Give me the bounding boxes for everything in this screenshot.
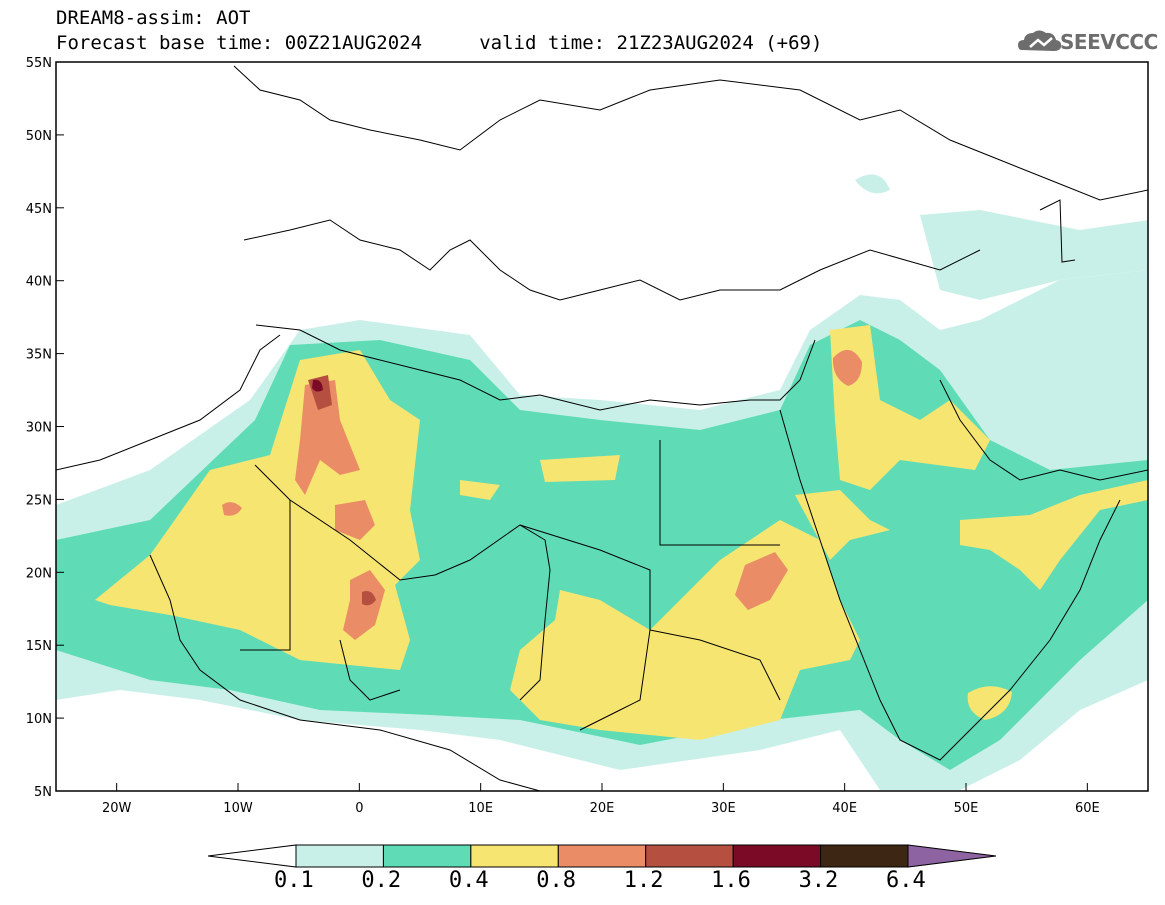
aot-contour-0.8 (735, 552, 788, 610)
map-title: DREAM8-assim: AOT (56, 7, 251, 29)
aot-contour-0.4 (795, 490, 890, 560)
lon-tick-label: 20E (590, 801, 615, 816)
aot-contour-0.4 (967, 686, 1012, 720)
colorbar-level-label: 0.8 (536, 868, 577, 893)
aot-contour-0.4 (830, 325, 990, 490)
cloud-logo-icon (1018, 30, 1062, 51)
colorbar-swatch (470, 844, 559, 868)
lon-tick-label: 0 (355, 801, 363, 816)
colorbar-level-label: 6.4 (886, 868, 926, 893)
colorbar-level-label: 0.2 (361, 868, 402, 893)
colorbar-level-label: 0.4 (448, 868, 489, 893)
aot-shading-layer (56, 62, 1148, 791)
lat-tick-label: 30N (26, 421, 52, 436)
colorbar-swatch (645, 844, 734, 868)
lon-tick-label: 10E (468, 801, 493, 816)
lat-tick-label: 20N (26, 566, 52, 581)
colorbar-level-label: 1.6 (711, 868, 751, 893)
aot-contour-0.4 (460, 480, 500, 500)
aot-contour-0.1 (920, 210, 1148, 300)
logo-text: SEEVCCC (1060, 30, 1158, 54)
aot-contour-0.8 (343, 570, 385, 640)
colorbar-level-label: 3.2 (798, 868, 839, 893)
lon-tick-label: 10W (223, 801, 253, 816)
aot-contour-0.8 (832, 349, 862, 386)
colorbar-swatch (382, 844, 472, 868)
aot-contour-1.6 (312, 379, 323, 392)
lat-tick-label: 45N (26, 202, 52, 217)
lon-tick-label: 50E (954, 801, 979, 816)
aot-colorbar (207, 844, 997, 868)
aot-contour-0.4 (540, 455, 620, 482)
colorbar-swatch (557, 844, 647, 868)
lat-tick-label: 55N (26, 56, 52, 71)
forecast-time-line: Forecast base time: 00Z21AUG2024 valid t… (56, 32, 823, 54)
aot-contour-0.1 (855, 174, 890, 194)
colorbar-level-label: 0.1 (274, 868, 314, 893)
lon-tick-label: 40E (832, 801, 857, 816)
lat-tick-label: 40N (26, 275, 52, 290)
lat-tick-label: 10N (26, 712, 52, 727)
aot-contour-1.2 (362, 591, 376, 606)
colorbar-low-arrow (207, 844, 297, 868)
aot-contour-0.8 (222, 502, 242, 516)
lat-tick-label: 25N (26, 493, 52, 508)
lat-tick-label: 50N (26, 129, 52, 144)
aot-contour-0.8 (335, 500, 375, 540)
longitude-axis: 20W 10W 0 10E 20E 30E 40E 50E 60E (102, 783, 1100, 816)
lat-tick-label: 5N (34, 785, 52, 800)
lon-tick-label: 20W (102, 801, 132, 816)
colorbar-swatch (732, 844, 822, 868)
lat-tick-label: 15N (26, 639, 52, 654)
latitude-axis: 55N 50N 45N 40N 35N 30N 25N 20N 15N 10N 5N (26, 56, 64, 800)
aot-contour-0.4 (960, 480, 1148, 590)
colorbar-high-arrow (907, 844, 997, 868)
colorbar-swatch (820, 844, 909, 868)
lon-tick-label: 30E (711, 801, 736, 816)
colorbar-swatch (295, 844, 384, 868)
lat-tick-label: 35N (26, 348, 52, 363)
colorbar-level-label: 1.2 (623, 868, 664, 893)
aot-contour-0.8 (295, 380, 360, 495)
lon-tick-label: 60E (1075, 801, 1100, 816)
coastline-borders (56, 65, 1148, 791)
